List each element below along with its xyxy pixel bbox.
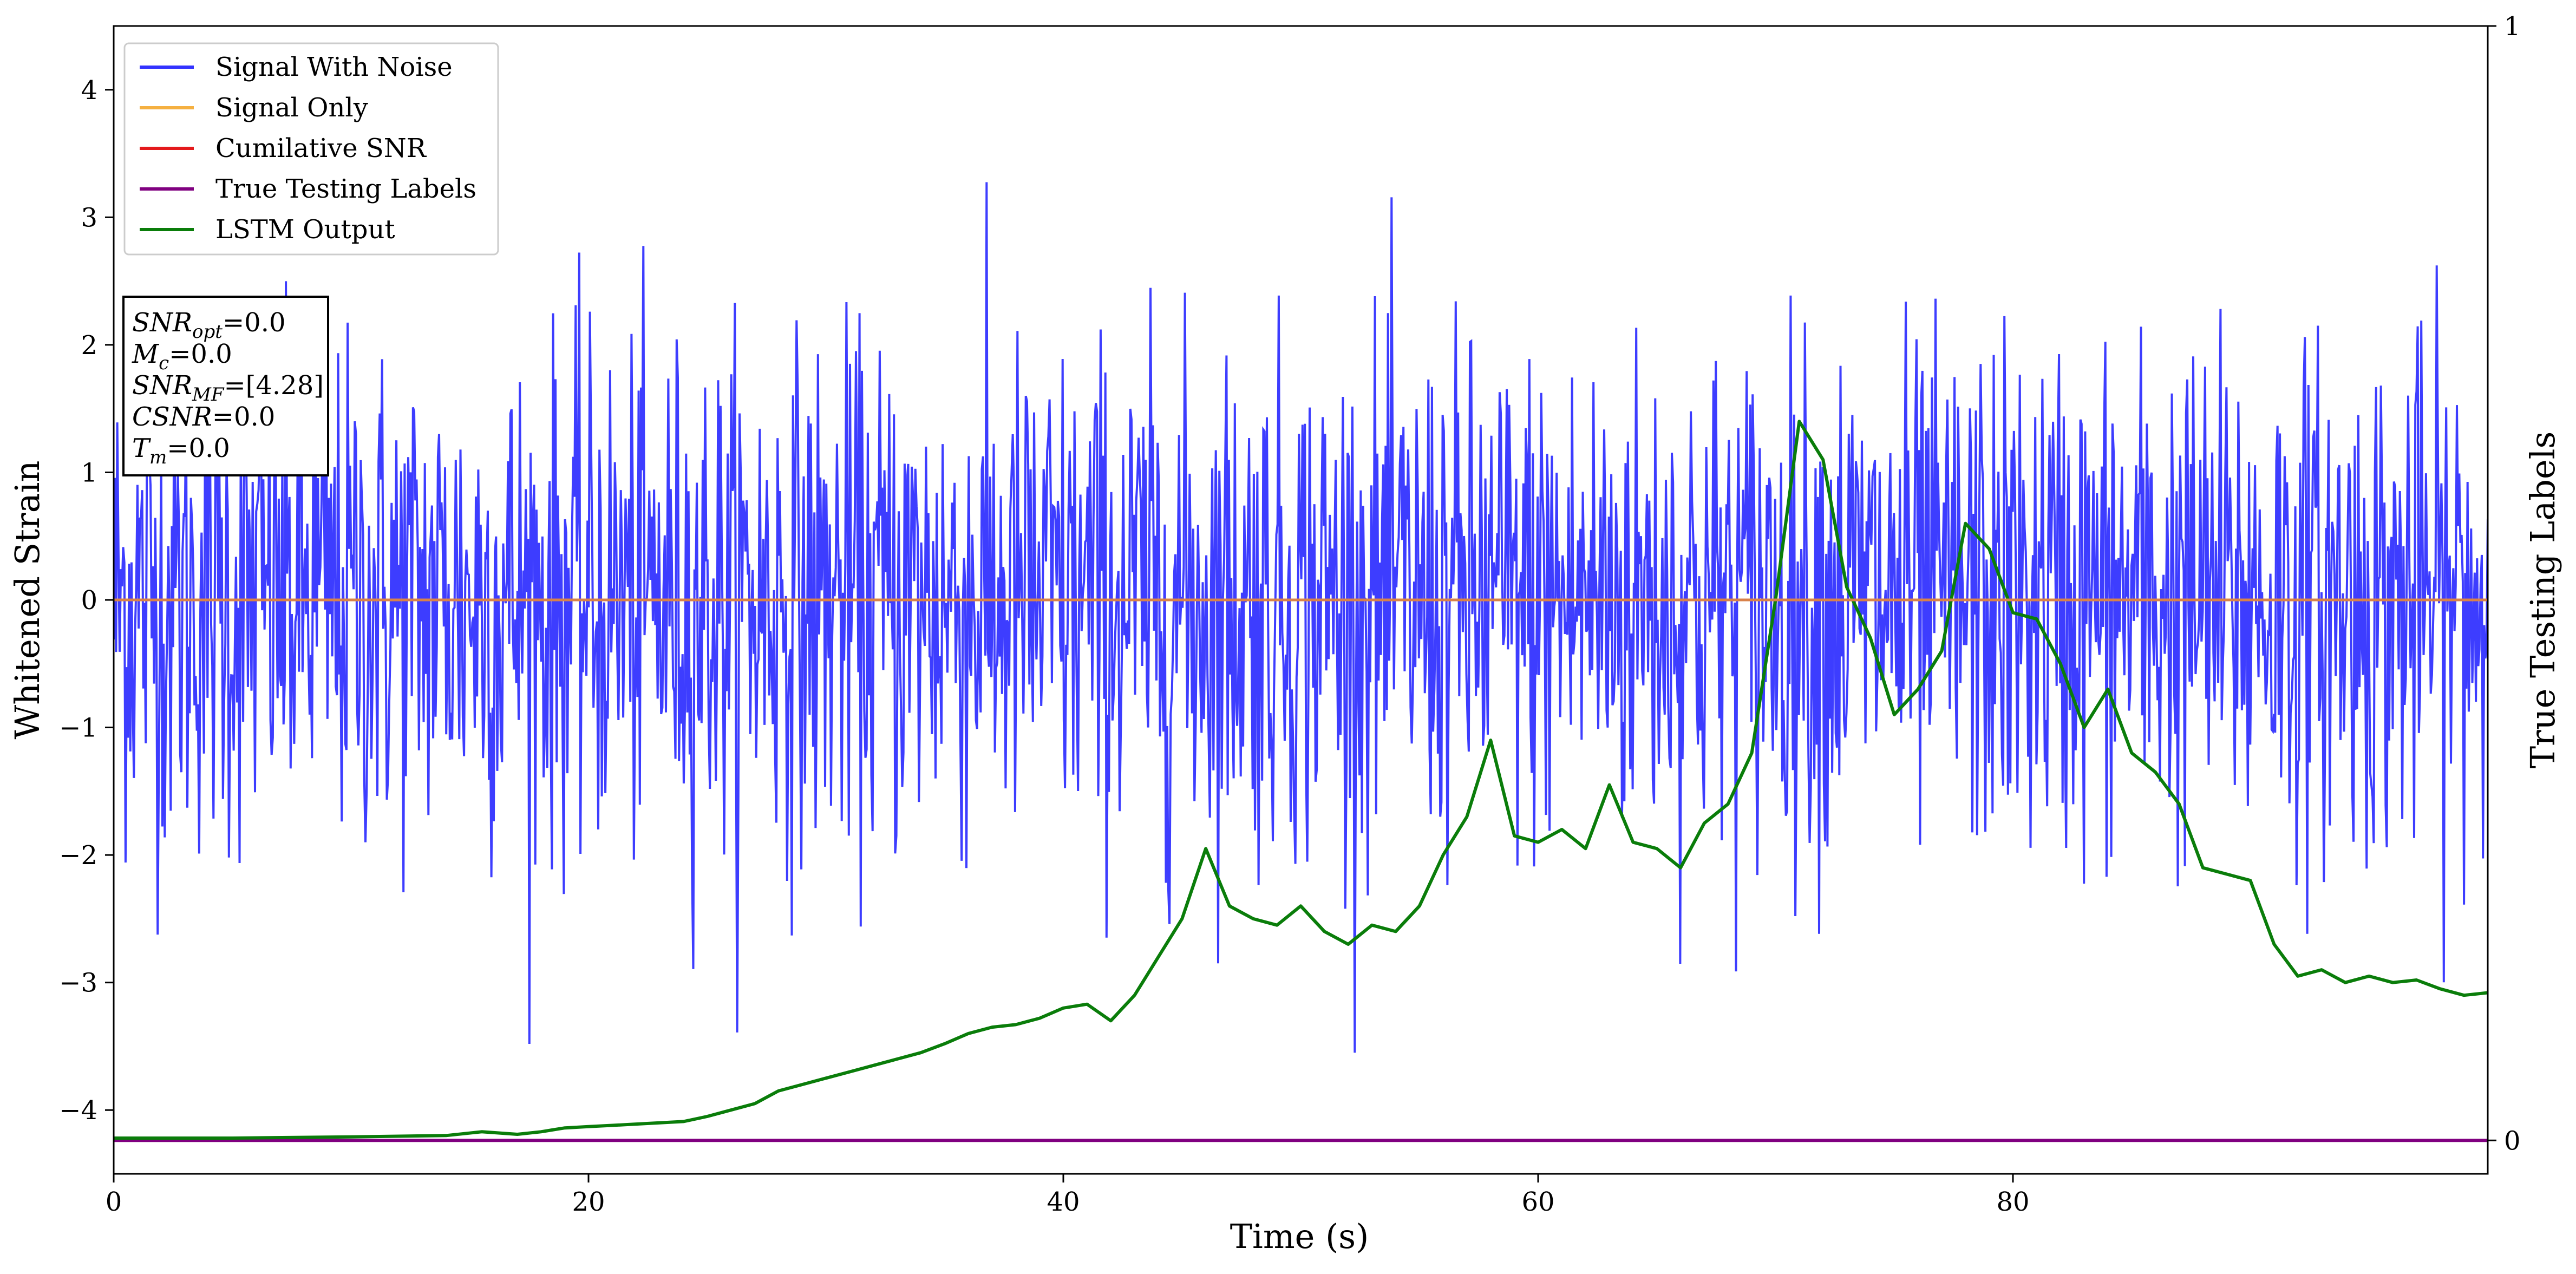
y-axis-ticks: −4 −3 −2 −1 0 1 2 3 4 (59, 75, 114, 1126)
legend-label: LSTM Output (215, 214, 395, 245)
x-axis-label: Time (s) (1230, 1217, 1369, 1256)
y-right-tick-label: 0 (2504, 1126, 2521, 1156)
y-tick-label: 1 (81, 458, 97, 488)
y-tick-label: 3 (81, 202, 97, 233)
y-tick-label: 2 (81, 330, 97, 361)
y-tick-label: −4 (59, 1095, 97, 1126)
y-tick-label: −2 (59, 840, 97, 871)
annotation-line: SNRMF=[4.28] (132, 370, 324, 406)
y-axis-right-label: True Testing Labels (2523, 432, 2562, 769)
x-tick-label: 0 (106, 1187, 122, 1217)
x-tick-label: 40 (1047, 1187, 1080, 1217)
y-tick-label: 4 (81, 75, 97, 106)
line-lstm-output (114, 420, 2488, 1140)
annotation-line: SNRopt=0.0 (132, 308, 286, 343)
legend-label: Cumilative SNR (215, 133, 427, 164)
annotation-line: Tm=0.0 (132, 433, 230, 468)
annotation-line: Mc=0.0 (132, 339, 232, 374)
x-axis-ticks: 0 20 40 60 80 (106, 1174, 2030, 1217)
y-right-tick-label: 1 (2504, 11, 2521, 42)
series-lines (114, 420, 2488, 1142)
x-tick-label: 80 (1996, 1187, 2029, 1217)
legend-label: Signal With Noise (215, 52, 453, 82)
x-tick-label: 60 (1521, 1187, 1554, 1217)
y-tick-label: 0 (81, 585, 97, 616)
legend-box (123, 42, 499, 256)
legend-label: True Testing Labels (215, 174, 476, 204)
x-tick-label: 20 (572, 1187, 605, 1217)
series-signal-with-noise (114, 182, 2488, 1053)
y-axis-label: Whitened Strain (8, 461, 47, 740)
stats-annotation: SNRopt=0.0Mc=0.0SNRMF=[4.28]CSNR=0.0Tm=0… (122, 296, 329, 476)
annotation-box (122, 296, 329, 476)
y-tick-label: −3 (59, 968, 97, 998)
y-axis-right-ticks: 01 (2488, 11, 2521, 1156)
line-signal-with-noise (114, 182, 2488, 1053)
y-tick-label: −1 (59, 713, 97, 743)
annotation-line: CSNR=0.0 (132, 402, 275, 432)
legend-label: Signal Only (215, 93, 368, 123)
legend: Signal With Noise Signal Only Cumilative S… (123, 42, 499, 256)
